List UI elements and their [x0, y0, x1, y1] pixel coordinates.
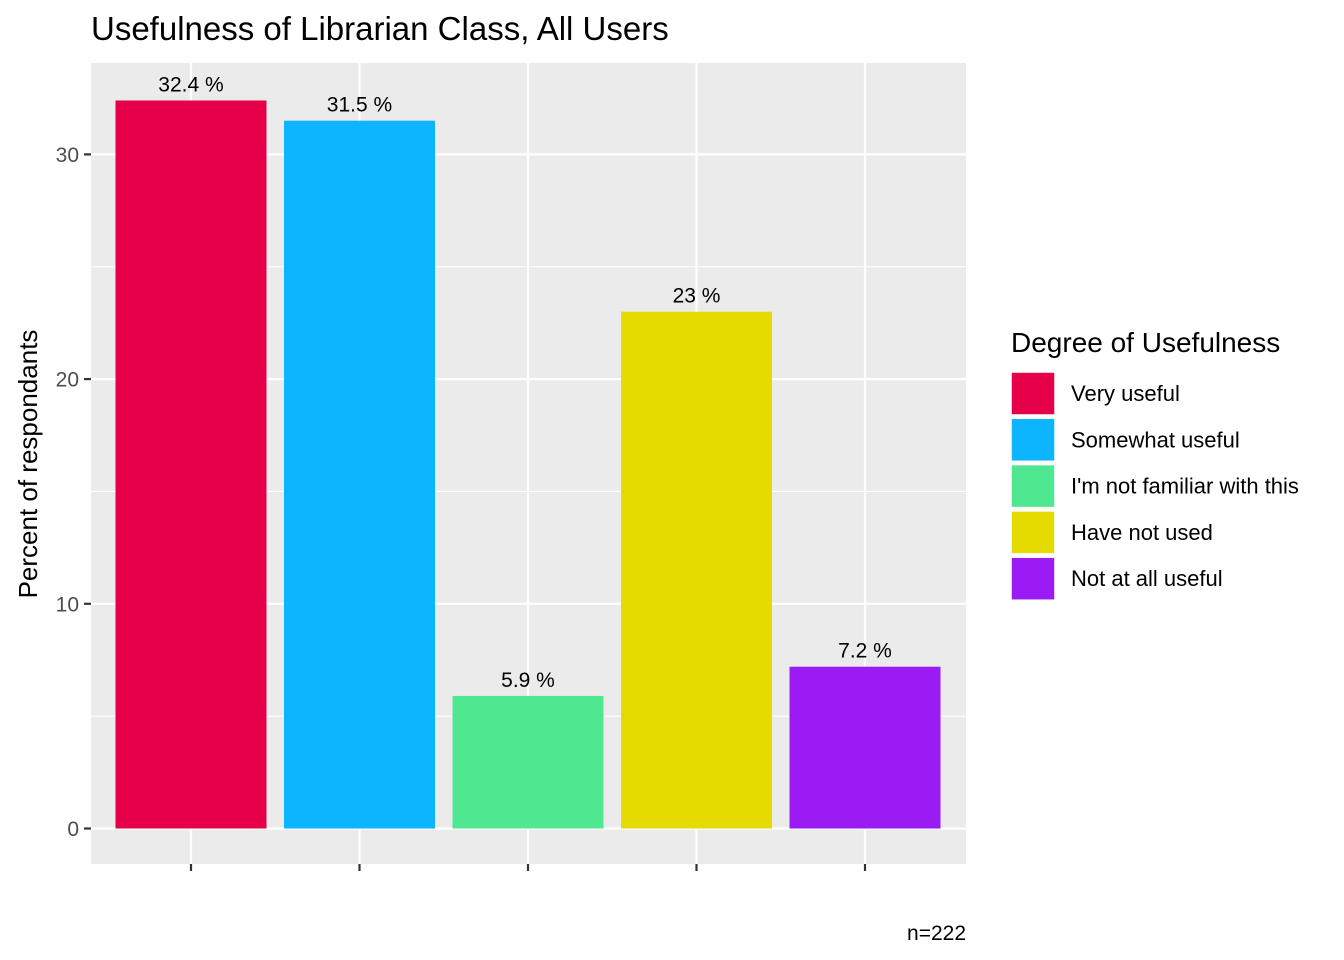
data-label: 7.2 %	[838, 640, 892, 663]
legend-key	[1010, 510, 1056, 555]
bar	[452, 695, 604, 829]
caption-n: n=222	[907, 922, 966, 945]
legend-label: Not at all useful	[1071, 566, 1223, 591]
data-label: 31.5 %	[327, 94, 392, 117]
bars	[115, 100, 941, 829]
legend-key	[1010, 417, 1056, 463]
legend: Degree of Usefulness Very useful Somewhat…	[1010, 327, 1299, 601]
legend-key	[1010, 463, 1056, 509]
x-axis	[189, 864, 867, 871]
bar	[284, 120, 435, 829]
legend-key	[1010, 371, 1056, 416]
bar	[789, 666, 941, 829]
legend-title: Degree of Usefulness	[1011, 327, 1280, 358]
data-label: 23 %	[673, 285, 721, 308]
legend-items: Very useful Somewhat useful I'm not famili…	[1010, 371, 1299, 601]
bar	[621, 311, 772, 829]
data-labels: 32.4 % 31.5 % 5.9 % 23 % 7.2 %	[158, 73, 892, 691]
data-label: 5.9 %	[501, 669, 555, 692]
chart-title: Usefulness of Librarian Class, All Users	[91, 10, 669, 47]
y-tick-label: 0	[67, 818, 79, 841]
legend-label: Have not used	[1071, 520, 1213, 545]
data-label: 32.4 %	[158, 73, 223, 96]
legend-label: Somewhat useful	[1071, 427, 1240, 452]
legend-label: Very useful	[1071, 381, 1180, 406]
y-axis: 0 10 20 30	[56, 144, 91, 841]
y-tick-label: 30	[56, 144, 79, 167]
bar	[115, 100, 267, 829]
legend-label: I'm not familiar with this	[1071, 474, 1299, 499]
legend-key	[1010, 556, 1056, 601]
y-axis-title: Percent of respondants	[13, 330, 43, 599]
y-tick-label: 20	[56, 369, 79, 392]
y-tick-label: 10	[56, 593, 79, 616]
